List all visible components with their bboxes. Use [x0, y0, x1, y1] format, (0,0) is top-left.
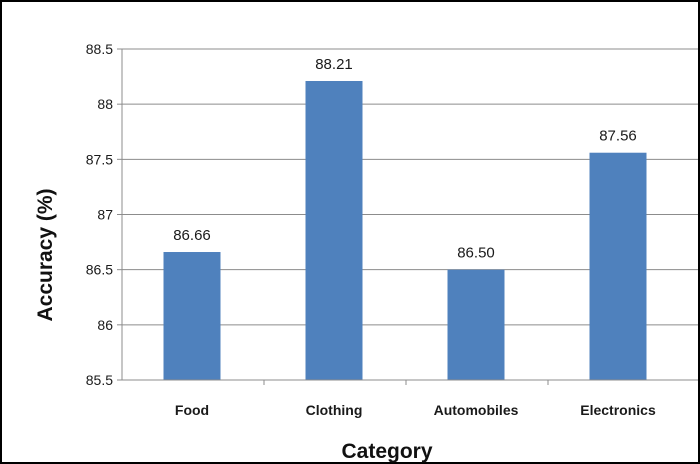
y-tick-label: 88.5	[86, 41, 113, 57]
bar-clothing	[305, 80, 363, 380]
y-tick-label: 85.5	[86, 372, 113, 388]
x-category-label: Clothing	[306, 402, 363, 418]
x-category-label: Food	[175, 402, 209, 418]
x-category-label: Automobiles	[434, 402, 519, 418]
y-tick-label: 86.5	[86, 262, 113, 278]
data-labels: 86.66 88.21 86.50 87.56	[173, 56, 637, 262]
y-tick-label: 87	[97, 207, 113, 223]
x-axis-title: Category	[341, 440, 432, 463]
bar-electronics	[589, 152, 647, 380]
y-axis-title: Accuracy (%)	[34, 188, 57, 321]
bar-automobiles	[447, 269, 505, 380]
y-tick-label: 88	[97, 96, 113, 112]
bars	[163, 80, 647, 380]
y-tick-label: 87.5	[86, 151, 113, 167]
data-label: 86.50	[457, 245, 495, 262]
bar-food	[163, 252, 221, 380]
data-label: 88.21	[315, 56, 353, 73]
y-tick-label: 86	[97, 317, 113, 333]
data-label: 86.66	[173, 227, 211, 244]
x-category-label: Electronics	[580, 402, 656, 418]
x-axis-categories: Food Clothing Automobiles Electronics	[175, 380, 656, 418]
y-axis-ticks: 85.5 86 86.5 87 87.5 88 88.5	[86, 41, 122, 388]
data-label: 87.56	[599, 128, 637, 145]
